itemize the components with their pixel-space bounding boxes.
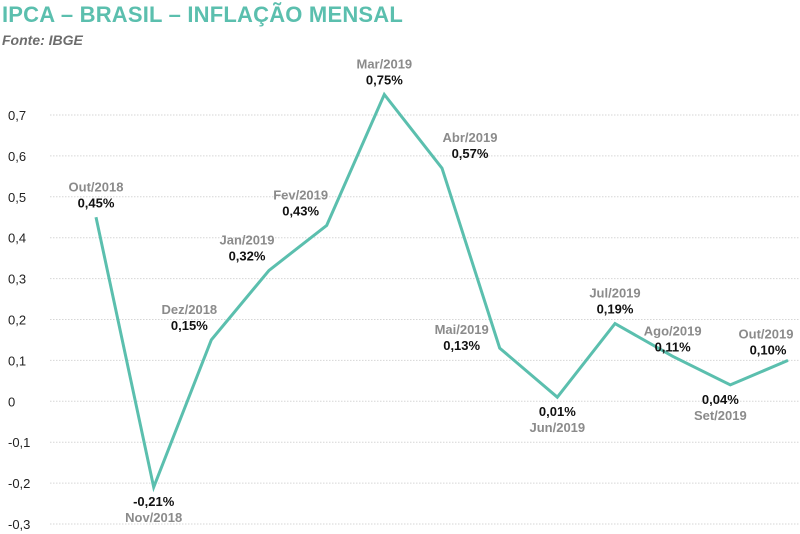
- y-tick-label: 0,4: [8, 231, 26, 246]
- series-line-ipca: [94, 91, 789, 493]
- grid-lines: [50, 114, 800, 525]
- y-tick-label: 0,2: [8, 313, 26, 328]
- month-label-dez-2018: Dez/2018: [162, 302, 218, 317]
- value-label-jul-2019: 0,19%: [597, 302, 634, 317]
- value-label-dez-2018: 0,15%: [171, 318, 208, 333]
- month-label-mai-2019: Mai/2019: [435, 322, 489, 337]
- value-label-jan-2019: 0,32%: [229, 248, 266, 263]
- month-label-out-2018: Out/2018: [69, 179, 124, 194]
- month-label-fev-2019: Fev/2019: [273, 187, 328, 202]
- y-tick-label: 0,7: [8, 108, 26, 123]
- value-label-set-2019: 0,04%: [702, 392, 739, 407]
- y-tick-label: 0,5: [8, 190, 26, 205]
- chart-source: Fonte: IBGE: [2, 32, 83, 48]
- value-label-out-2018: 0,45%: [78, 195, 115, 210]
- month-label-ago-2019: Ago/2019: [644, 323, 702, 338]
- value-label-mai-2019: 0,13%: [443, 338, 480, 353]
- month-label-abr-2019: Abr/2019: [443, 130, 498, 145]
- y-tick-label: 0,1: [8, 353, 26, 368]
- month-label-out-2019: Out/2019: [739, 326, 794, 341]
- value-label-fev-2019: 0,43%: [282, 203, 319, 218]
- chart-title: IPCA – BRASIL – INFLAÇÃO MENSAL: [2, 2, 404, 27]
- month-label-jun-2019: Jun/2019: [530, 420, 586, 435]
- month-label-jul-2019: Jul/2019: [589, 286, 640, 301]
- y-tick-label: 0,3: [8, 272, 26, 287]
- value-label-ago-2019: 0,11%: [655, 339, 692, 354]
- value-label-abr-2019: 0,57%: [452, 146, 489, 161]
- value-label-out-2019: 0,10%: [750, 342, 787, 357]
- y-tick-label: -0,1: [8, 435, 30, 450]
- month-label-nov-2018: Nov/2018: [125, 510, 182, 525]
- y-tick-label: 0: [8, 394, 15, 409]
- y-axis-ticks: -0,3 -0,2 -0,1 0 0,1 0,2 0,3 0,4 0,5 0,6 0,7: [8, 108, 30, 532]
- month-label-mar-2019: Mar/2019: [357, 57, 413, 72]
- month-label-set-2019: Set/2019: [694, 408, 747, 423]
- y-tick-label: 0,6: [8, 149, 26, 164]
- value-label-nov-2018: -0,21%: [133, 494, 175, 509]
- y-tick-label: -0,3: [8, 517, 30, 532]
- y-tick-label: -0,2: [8, 476, 30, 491]
- value-label-mar-2019: 0,75%: [366, 73, 403, 88]
- month-label-jan-2019: Jan/2019: [220, 232, 275, 247]
- value-label-jun-2019: 0,01%: [539, 404, 576, 419]
